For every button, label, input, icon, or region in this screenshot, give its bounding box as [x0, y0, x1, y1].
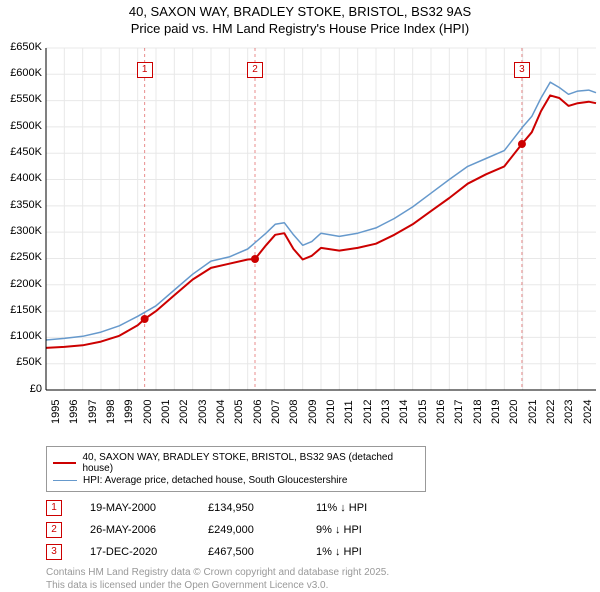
y-tick-label: £150K — [0, 304, 42, 316]
x-tick-label: 2019 — [490, 399, 502, 423]
y-tick-label: £350K — [0, 199, 42, 211]
x-tick-label: 2004 — [215, 399, 227, 423]
title-line2: Price paid vs. HM Land Registry's House … — [0, 21, 600, 38]
x-tick-label: 1995 — [50, 399, 62, 423]
x-tick-label: 2022 — [545, 399, 557, 423]
x-tick-label: 2012 — [362, 399, 374, 423]
x-tick-label: 2016 — [435, 399, 447, 423]
y-tick-label: £550K — [0, 93, 42, 105]
y-tick-label: £50K — [0, 356, 42, 368]
y-tick-label: £300K — [0, 225, 42, 237]
sale-date: 26-MAY-2006 — [90, 524, 180, 536]
y-tick-label: £0 — [0, 383, 42, 395]
x-tick-label: 2014 — [398, 399, 410, 423]
x-tick-label: 2006 — [252, 399, 264, 423]
sale-marker-3: 3 — [514, 62, 530, 78]
x-tick-label: 1999 — [123, 399, 135, 423]
x-tick-label: 2011 — [343, 400, 355, 424]
sale-diff: 9% ↓ HPI — [316, 524, 406, 536]
sale-price: £134,950 — [208, 502, 288, 514]
x-tick-label: 2008 — [288, 399, 300, 423]
x-tick-label: 2000 — [142, 399, 154, 423]
title-line1: 40, SAXON WAY, BRADLEY STOKE, BRISTOL, B… — [0, 4, 600, 21]
footer-note: Contains HM Land Registry data © Crown c… — [46, 566, 600, 592]
y-tick-label: £400K — [0, 172, 42, 184]
sale-date: 17-DEC-2020 — [90, 546, 180, 558]
legend-label: HPI: Average price, detached house, Sout… — [83, 475, 347, 486]
x-tick-label: 2009 — [307, 399, 319, 423]
sale-diff: 11% ↓ HPI — [316, 502, 406, 514]
chart-title: 40, SAXON WAY, BRADLEY STOKE, BRISTOL, B… — [0, 0, 600, 40]
sale-marker-1: 1 — [137, 62, 153, 78]
y-tick-label: £200K — [0, 278, 42, 290]
sales-table: 1 19-MAY-2000 £134,950 11% ↓ HPI 2 26-MAY-200… — [46, 500, 600, 560]
y-tick-label: £250K — [0, 251, 42, 263]
x-tick-label: 1997 — [87, 399, 99, 423]
legend: 40, SAXON WAY, BRADLEY STOKE, BRISTOL, B… — [46, 446, 426, 492]
legend-swatch — [53, 462, 76, 464]
sale-date: 19-MAY-2000 — [90, 502, 180, 514]
chart-area: £0 £50K £100K £150K £200K £250K £300K £350K £400… — [0, 40, 600, 440]
x-tick-label: 2021 — [527, 399, 539, 423]
chart-svg — [0, 40, 600, 440]
x-tick-label: 2024 — [582, 399, 594, 423]
y-tick-label: £650K — [0, 41, 42, 53]
x-tick-label: 2005 — [233, 399, 245, 423]
sale-index: 1 — [46, 500, 62, 516]
y-tick-label: £600K — [0, 67, 42, 79]
x-tick-label: 2020 — [508, 399, 520, 423]
sale-marker-2: 2 — [247, 62, 263, 78]
x-tick-label: 2017 — [453, 399, 465, 423]
legend-label: 40, SAXON WAY, BRADLEY STOKE, BRISTOL, B… — [82, 452, 419, 474]
sale-diff: 1% ↓ HPI — [316, 546, 406, 558]
x-tick-label: 2002 — [178, 399, 190, 423]
legend-swatch — [53, 480, 77, 481]
y-tick-label: £500K — [0, 120, 42, 132]
x-tick-label: 2001 — [160, 399, 172, 423]
x-tick-label: 2023 — [563, 399, 575, 423]
x-tick-label: 1998 — [105, 399, 117, 423]
sale-row: 1 19-MAY-2000 £134,950 11% ↓ HPI — [46, 500, 600, 516]
sale-row: 2 26-MAY-2006 £249,000 9% ↓ HPI — [46, 522, 600, 538]
x-tick-label: 1996 — [68, 399, 80, 423]
sale-index: 3 — [46, 544, 62, 560]
sale-row: 3 17-DEC-2020 £467,500 1% ↓ HPI — [46, 544, 600, 560]
sale-index: 2 — [46, 522, 62, 538]
x-tick-label: 2018 — [472, 399, 484, 423]
y-tick-label: £100K — [0, 330, 42, 342]
y-tick-label: £450K — [0, 146, 42, 158]
x-tick-label: 2003 — [197, 399, 209, 423]
footer-line1: Contains HM Land Registry data © Crown c… — [46, 566, 600, 579]
legend-row: 40, SAXON WAY, BRADLEY STOKE, BRISTOL, B… — [53, 452, 419, 474]
sale-price: £467,500 — [208, 546, 288, 558]
x-tick-label: 2007 — [270, 399, 282, 423]
sale-price: £249,000 — [208, 524, 288, 536]
legend-row: HPI: Average price, detached house, Sout… — [53, 475, 419, 486]
x-tick-label: 2010 — [325, 399, 337, 423]
x-tick-label: 2013 — [380, 399, 392, 423]
x-tick-label: 2015 — [417, 399, 429, 423]
